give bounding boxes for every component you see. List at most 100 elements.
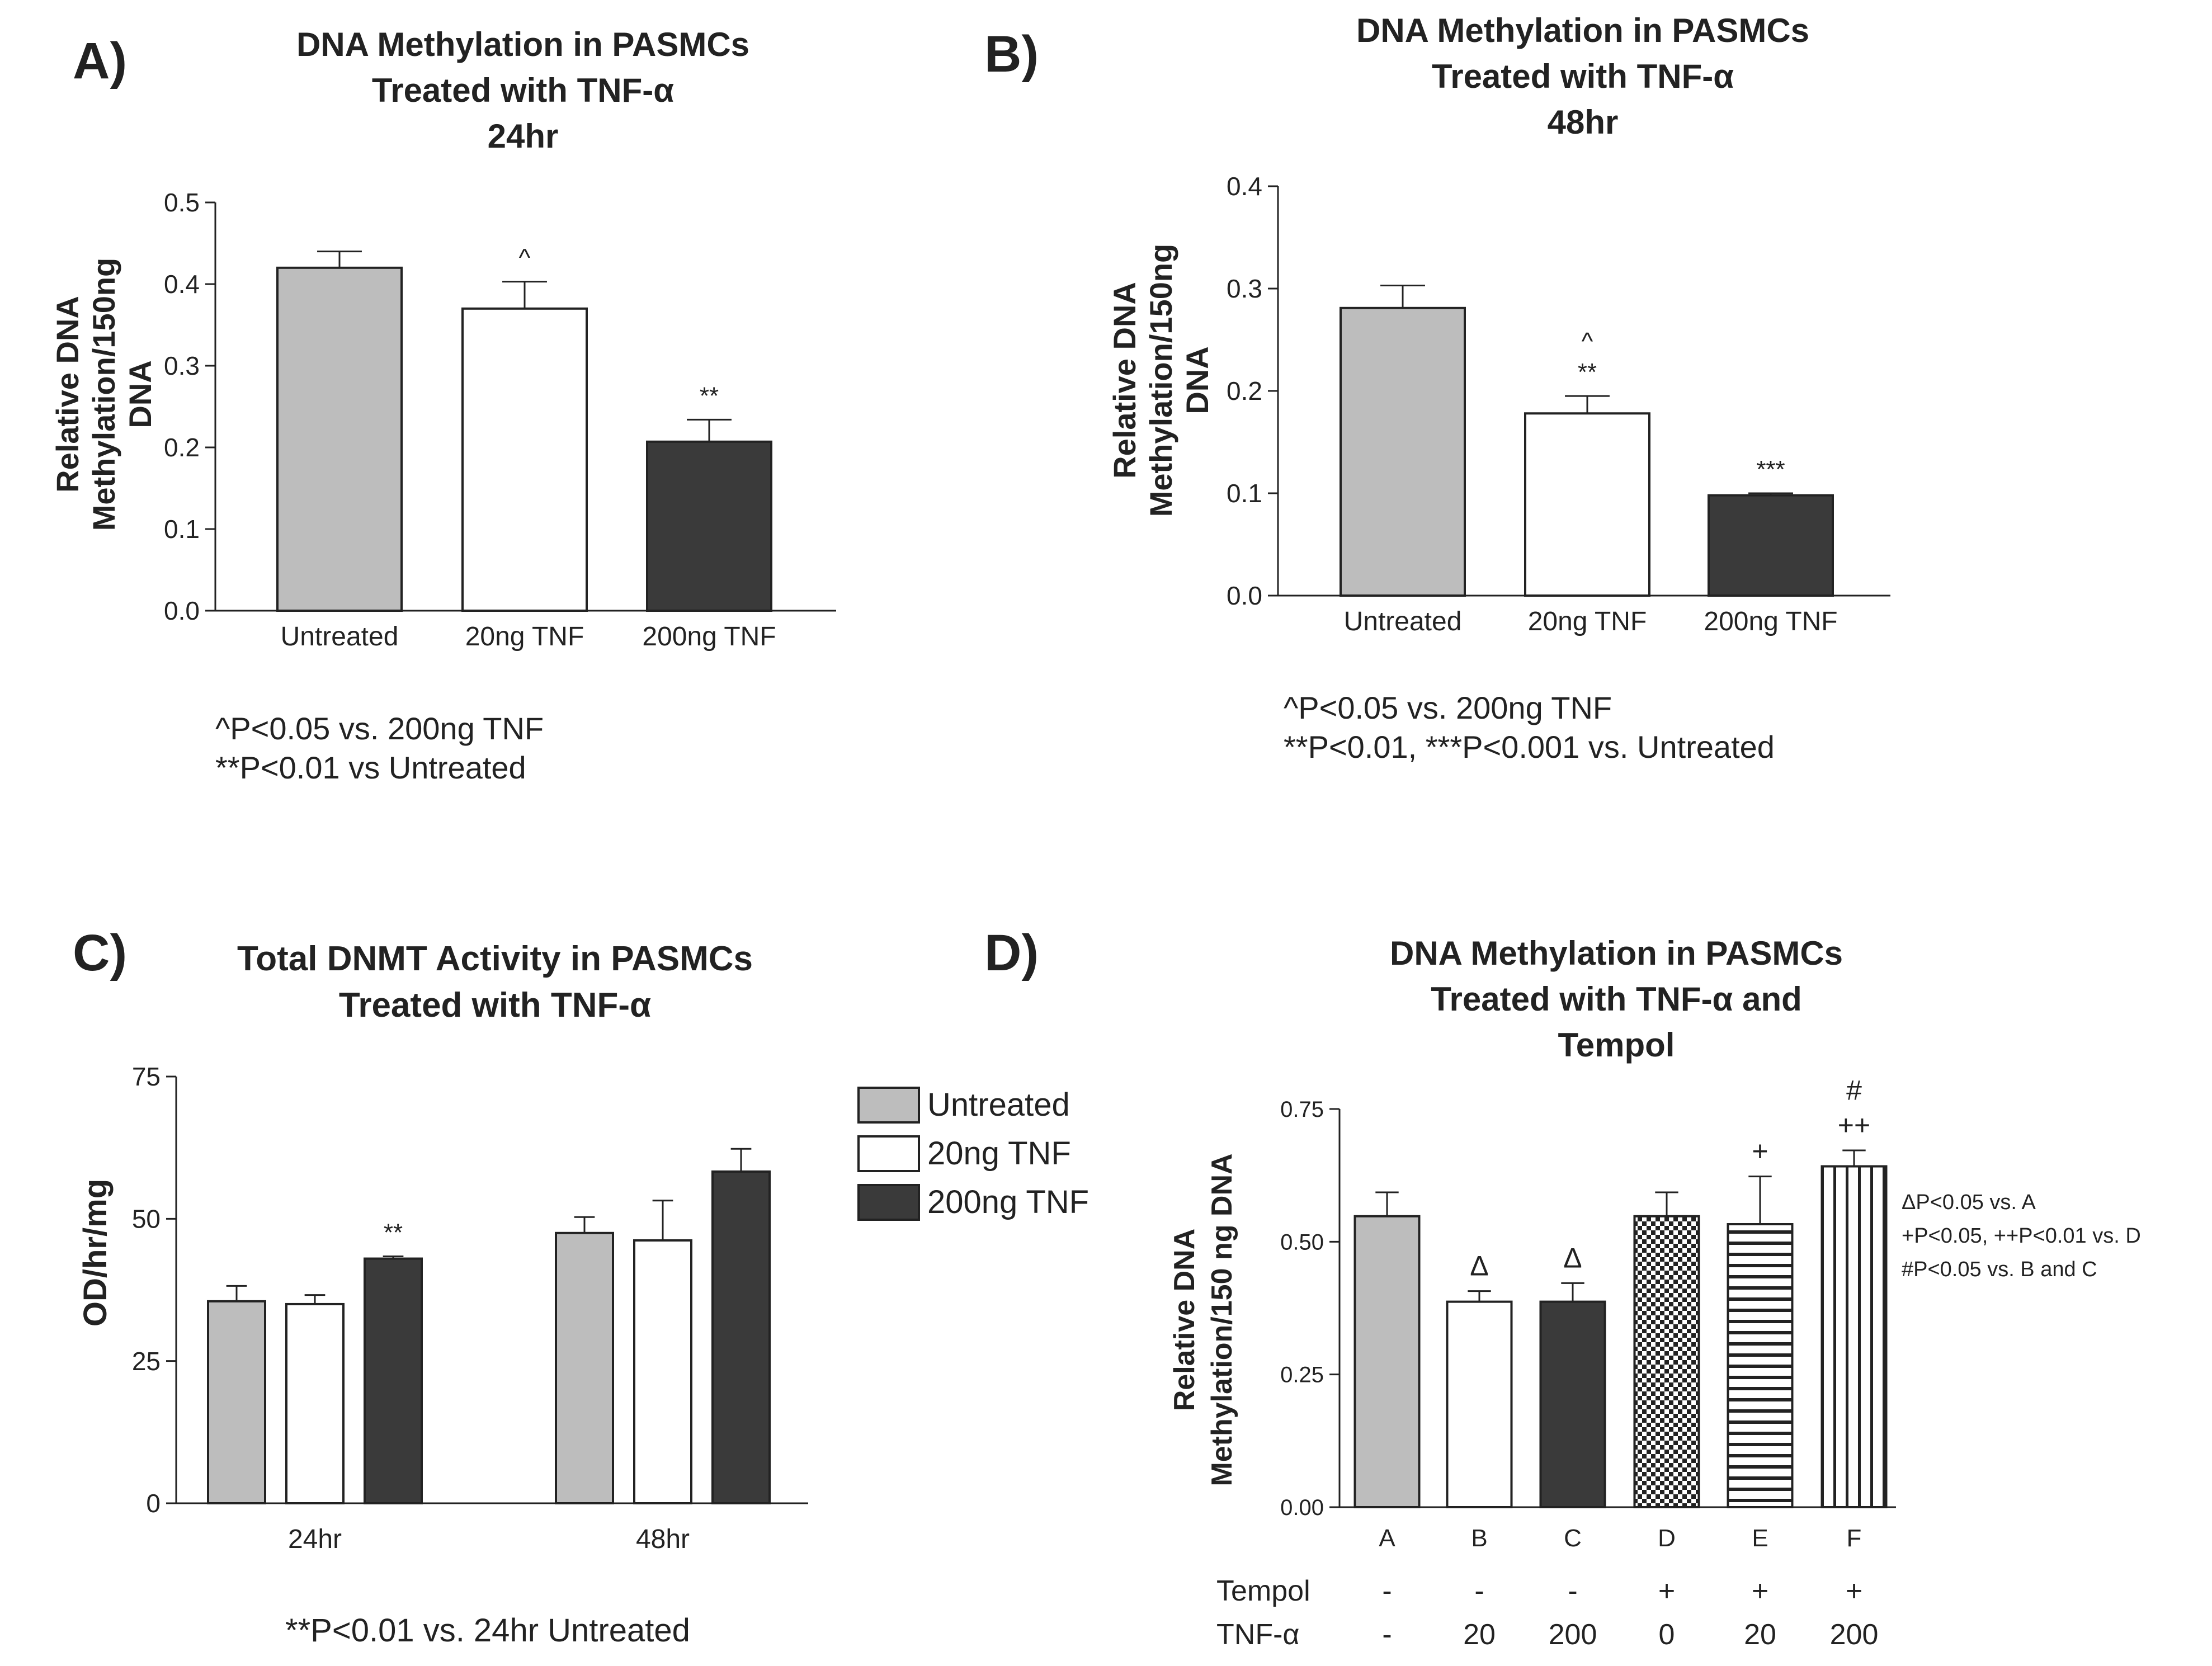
bar	[364, 1257, 423, 1504]
bar	[1524, 412, 1650, 597]
legend-label: Untreated	[927, 1087, 1070, 1123]
y-tick-label: 50	[132, 1204, 161, 1233]
title-line: Total DNMT Activity in PASMCs	[237, 940, 753, 978]
chart-title: DNA Methylation in PASMCs Treated with T…	[1356, 12, 1809, 141]
bar	[1446, 1300, 1513, 1508]
legend-swatch	[857, 1087, 920, 1124]
footnotes: ^P<0.05 vs. 200ng TNF **P<0.01 vs Untrea…	[215, 711, 544, 785]
panel-a: A) DNA Methylation in PASMCs Treated wit…	[50, 26, 836, 785]
table-row-label: Tempol	[1216, 1575, 1310, 1607]
y-tick-label: 0.2	[164, 433, 200, 462]
table-cell: 20	[1463, 1618, 1496, 1651]
title-line: DNA Methylation in PASMCs	[1356, 12, 1809, 49]
bar	[285, 1302, 345, 1505]
x-tick-label: A	[1379, 1525, 1395, 1552]
y-tick-label: 0.4	[1227, 172, 1262, 201]
table-cell: -	[1474, 1575, 1484, 1607]
panel-label: C)	[73, 924, 127, 981]
bar	[1539, 1300, 1606, 1508]
x-tick-label: F	[1847, 1525, 1862, 1552]
title-line: Treated with TNF-α	[339, 986, 651, 1025]
footnote: +P<0.05, ++P<0.01 vs. D	[1902, 1224, 2141, 1248]
significance-label: **	[700, 382, 719, 409]
title-line: Treated with TNF-α	[372, 72, 674, 109]
x-tick-label: E	[1752, 1525, 1768, 1552]
bar	[1353, 1215, 1421, 1509]
x-tick-label: Untreated	[281, 622, 399, 652]
footnotes: ^P<0.05 vs. 200ng TNF **P<0.01, ***P<0.0…	[1284, 690, 1775, 764]
footnote: #P<0.05 vs. B and C	[1902, 1258, 2097, 1281]
table-row-label: TNF-α	[1216, 1618, 1299, 1651]
ylabel-line: DNA	[1180, 346, 1215, 414]
x-tick-label: 48hr	[636, 1525, 690, 1554]
legend-label: 200ng TNF	[927, 1184, 1089, 1220]
x-tick-label: 200ng TNF	[1704, 607, 1837, 636]
bar	[461, 307, 588, 612]
bar	[555, 1231, 614, 1504]
title-line: DNA Methylation in PASMCs	[296, 26, 749, 63]
legend: Untreated 20ng TNF 200ng TNF	[857, 1087, 1089, 1221]
footnote: **P<0.01 vs Untreated	[215, 750, 526, 785]
y-tick-label: 0.1	[1227, 479, 1262, 508]
significance-label: #	[1846, 1075, 1862, 1106]
y-tick-label: 0.1	[164, 515, 200, 544]
ylabel-line: Methylation/150 ng DNA	[1206, 1153, 1238, 1486]
table-cell: -	[1382, 1575, 1392, 1607]
table-cell: 200	[1830, 1618, 1879, 1651]
chart-title: Total DNMT Activity in PASMCs Treated wi…	[237, 940, 753, 1025]
panel-b: B) DNA Methylation in PASMCs Treated wit…	[984, 12, 1890, 764]
significance-label: ^	[1582, 328, 1593, 355]
panel-label: A)	[73, 32, 127, 89]
footnote: ^P<0.05 vs. 200ng TNF	[1284, 690, 1612, 725]
y-axis-label: Relative DNA Methylation/150ng DNA	[50, 258, 158, 531]
title-line: 48hr	[1548, 103, 1619, 141]
table-cell: -	[1382, 1618, 1392, 1651]
table-cell: -	[1568, 1575, 1577, 1607]
y-tick-label: 0.50	[1280, 1230, 1324, 1254]
bar	[646, 440, 772, 612]
x-tick-label: B	[1471, 1525, 1487, 1552]
y-tick-label: 0	[146, 1489, 161, 1518]
title-line: DNA Methylation in PASMCs	[1390, 935, 1843, 972]
footnotes: **P<0.01 vs. 24hr Untreated	[285, 1612, 690, 1649]
panel-d: D) DNA Methylation in PASMCs Treated wit…	[984, 924, 2141, 1651]
panel-c: C) Total DNMT Activity in PASMCs Treated…	[73, 924, 1089, 1649]
y-tick-label: 0.4	[164, 270, 200, 299]
footnote: ^P<0.05 vs. 200ng TNF	[215, 711, 544, 746]
title-line: Treated with TNF-α	[1432, 58, 1734, 95]
ylabel-line: DNA	[122, 360, 158, 428]
y-tick-label: 0.2	[1227, 376, 1262, 405]
significance-label: Δ	[1563, 1242, 1582, 1273]
ylabel-line: Relative DNA	[1107, 282, 1142, 479]
ylabel-line: Relative DNA	[1168, 1229, 1201, 1412]
y-tick-label: 0.25	[1280, 1363, 1324, 1387]
ylabel-line: OD/hr/mg	[77, 1179, 114, 1327]
significance-label: ^	[519, 244, 531, 272]
title-line: 24hr	[488, 117, 559, 155]
footnote: **P<0.01, ***P<0.001 vs. Untreated	[1284, 729, 1775, 764]
y-axis-label: OD/hr/mg	[77, 1179, 114, 1327]
y-tick-label: 0.3	[164, 351, 200, 380]
table-cell: +	[1658, 1575, 1675, 1607]
bar	[633, 1239, 692, 1504]
legend-swatch	[857, 1184, 920, 1221]
bar	[1727, 1223, 1794, 1509]
bar	[711, 1170, 771, 1505]
table-cell: +	[1846, 1575, 1862, 1607]
title-line: Treated with TNF-α and	[1431, 980, 1802, 1018]
bar	[1708, 494, 1834, 597]
x-tick-label: 20ng TNF	[1528, 607, 1647, 636]
footnote: **P<0.01 vs. 24hr Untreated	[285, 1612, 690, 1649]
y-axis-label: Relative DNA Methylation/150ng DNA	[1107, 244, 1215, 517]
x-tick-label: C	[1564, 1525, 1582, 1552]
legend-swatch	[857, 1135, 920, 1172]
title-line: Tempol	[1558, 1026, 1675, 1064]
y-tick-label: 25	[132, 1347, 161, 1376]
bar	[1340, 306, 1466, 597]
x-tick-label: 200ng TNF	[642, 622, 776, 652]
bar	[276, 266, 403, 612]
ylabel-line: Relative DNA	[50, 296, 85, 493]
table-cell: +	[1752, 1575, 1768, 1607]
significance-label: ***	[1756, 456, 1785, 483]
y-tick-label: 0.75	[1280, 1097, 1324, 1122]
